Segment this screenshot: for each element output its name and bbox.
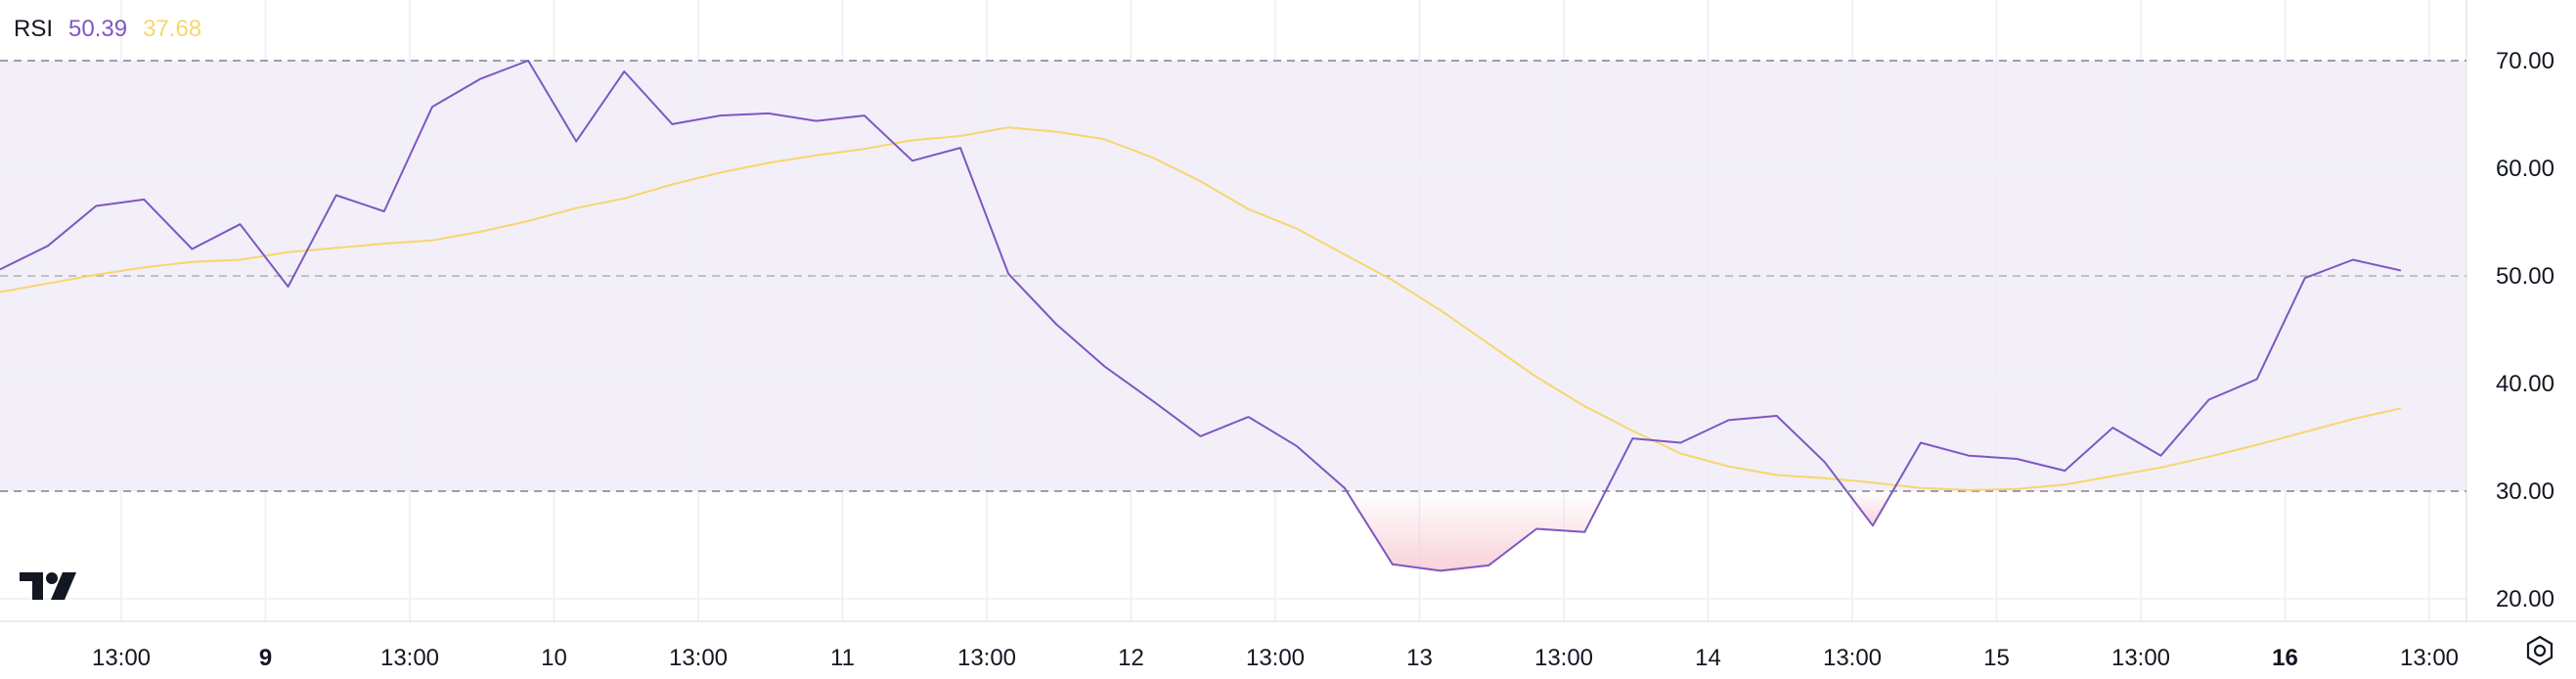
x-tick-label: 9	[259, 645, 272, 671]
rsi-value: 50.39	[68, 16, 128, 42]
y-axis-labels: 70.00 60.00 50.00 40.00 30.00 20.00	[2496, 48, 2554, 612]
x-tick-label: 15	[1983, 645, 2010, 671]
indicator-name: RSI	[14, 16, 54, 42]
x-axis-labels: 13:00 9 13:00 10 13:00 11 13:00 12 13:00 13 13:00 1…	[92, 645, 2459, 671]
x-tick-label: 13:00	[1823, 645, 1882, 671]
x-tick-label: 10	[541, 645, 567, 671]
oversold-fill	[1346, 491, 1893, 571]
y-tick-label: 20.00	[2496, 586, 2554, 612]
rsi-ma-line	[0, 126, 2402, 491]
x-tick-label: 11	[830, 645, 855, 671]
x-tick-label: 13	[1406, 645, 1433, 671]
tradingview-logo-icon[interactable]	[20, 572, 76, 600]
indicator-legend[interactable]: RSI 50.39 37.68	[14, 16, 201, 43]
x-tick-label: 13:00	[2400, 645, 2459, 671]
series-lines	[0, 60, 2402, 572]
ma-value: 37.68	[143, 16, 202, 42]
rsi-line	[0, 60, 2402, 572]
x-tick-label: 16	[2272, 645, 2298, 671]
oversold-area	[1846, 491, 1893, 526]
x-tick-label: 13:00	[669, 645, 728, 671]
y-tick-label: 40.00	[2496, 371, 2554, 397]
x-tick-label: 14	[1695, 645, 1721, 671]
x-tick-label: 12	[1118, 645, 1144, 671]
x-tick-label: 13:00	[1246, 645, 1305, 671]
oversold-area	[1346, 491, 1606, 571]
rsi-band	[0, 60, 2466, 492]
x-tick-label: 13:00	[1534, 645, 1593, 671]
x-tick-label: 13:00	[380, 645, 439, 671]
y-tick-label: 30.00	[2496, 478, 2554, 505]
x-tick-label: 13:00	[957, 645, 1016, 671]
y-tick-label: 50.00	[2496, 263, 2554, 290]
y-tick-label: 60.00	[2496, 156, 2554, 182]
x-tick-label: 13:00	[92, 645, 151, 671]
y-tick-label: 70.00	[2496, 48, 2554, 74]
x-tick-label: 13:00	[2111, 645, 2170, 671]
settings-hexagon-icon[interactable]	[2523, 634, 2556, 667]
